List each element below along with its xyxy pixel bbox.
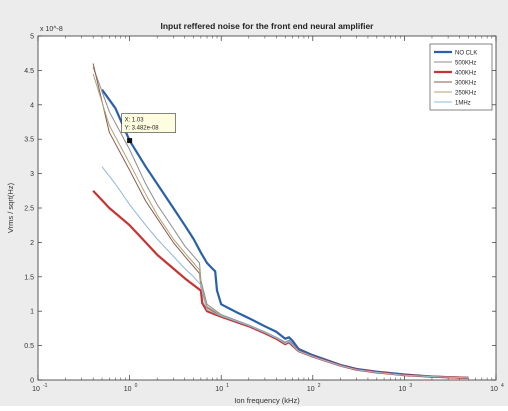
legend-label: NO CLK xyxy=(455,50,477,56)
legend-label: 400KHz xyxy=(455,70,476,76)
y-tick-label: 4 xyxy=(30,102,34,109)
axes-background xyxy=(37,35,497,381)
x-tick-exponent: 3 xyxy=(409,383,412,389)
y-exponent-label: x 10^-8 xyxy=(40,26,63,33)
data-tip-box xyxy=(121,113,176,133)
x-tick-base: 10 xyxy=(124,386,132,393)
y-tick-label: 3 xyxy=(30,171,34,178)
y-tick-label: 1.5 xyxy=(24,274,34,281)
legend-entry: 300KHz xyxy=(434,80,476,86)
legend-entry: NO CLK xyxy=(434,50,477,56)
x-tick-label: 10 -1 xyxy=(32,383,48,393)
legend: NO CLK 500KHz 400KHz 300KHz 250KHz 1MHz xyxy=(429,43,493,111)
y-tick-label: 0.5 xyxy=(24,343,34,350)
legend-entry: 400KHz xyxy=(434,70,476,76)
y-axis-label: Vrms / sqrt(Hz) xyxy=(6,182,15,233)
series-line-5 xyxy=(101,166,469,379)
x-axis-ticks: 10 -1 10 0 10 1 10 2 10 3 10 4 xyxy=(32,36,504,393)
x-tick-exponent: 0 xyxy=(135,383,138,389)
x-tick-base: 10 xyxy=(399,386,407,393)
legend-label: 1MHz xyxy=(455,100,471,106)
data-tip-y: Y: 3.482e-08 xyxy=(125,126,160,132)
series-lines xyxy=(92,63,469,379)
x-tick-base: 10 xyxy=(490,386,498,393)
y-tick-label: 3.5 xyxy=(24,137,34,144)
data-tip[interactable]: X: 1.03 Y: 3.482e-08 xyxy=(121,113,176,144)
data-tip-marker[interactable] xyxy=(127,138,133,144)
y-tick-label: 2 xyxy=(30,240,34,247)
x-tick-base: 10 xyxy=(215,386,223,393)
legend-entry: 250KHz xyxy=(434,90,476,96)
y-tick-label: 0 xyxy=(30,378,34,385)
x-tick-label: 10 0 xyxy=(124,383,138,393)
x-tick-label: 10 4 xyxy=(490,383,504,393)
x-tick-exponent: 4 xyxy=(501,383,504,389)
legend-entry: 1MHz xyxy=(434,100,471,106)
chart-title: Input reffered noise for the front end n… xyxy=(161,21,375,31)
x-axis-label: Ion frequency (kHz) xyxy=(234,396,300,405)
x-tick-label: 10 2 xyxy=(307,383,321,393)
y-tick-label: 4.5 xyxy=(24,68,34,75)
y-tick-label: 5 xyxy=(30,34,34,41)
legend-box xyxy=(429,43,493,111)
x-tick-base: 10 xyxy=(32,386,40,393)
x-tick-exponent: -1 xyxy=(43,383,48,389)
legend-label: 500KHz xyxy=(455,60,476,66)
legend-label: 300KHz xyxy=(455,80,476,86)
legend-entry: 500KHz xyxy=(434,60,476,66)
y-axis-ticks: 0 0.5 1 1.5 2 2.5 3 3.5 4 4.5 5 xyxy=(24,34,496,385)
y-tick-label: 1 xyxy=(30,309,34,316)
x-tick-base: 10 xyxy=(307,386,315,393)
x-tick-exponent: 2 xyxy=(318,383,321,389)
legend-label: 250KHz xyxy=(455,90,476,96)
y-tick-label: 2.5 xyxy=(24,206,34,213)
data-tip-x: X: 1.03 xyxy=(125,118,145,124)
x-tick-exponent: 1 xyxy=(226,383,229,389)
x-tick-label: 10 1 xyxy=(215,383,229,393)
x-tick-label: 10 3 xyxy=(399,383,413,393)
